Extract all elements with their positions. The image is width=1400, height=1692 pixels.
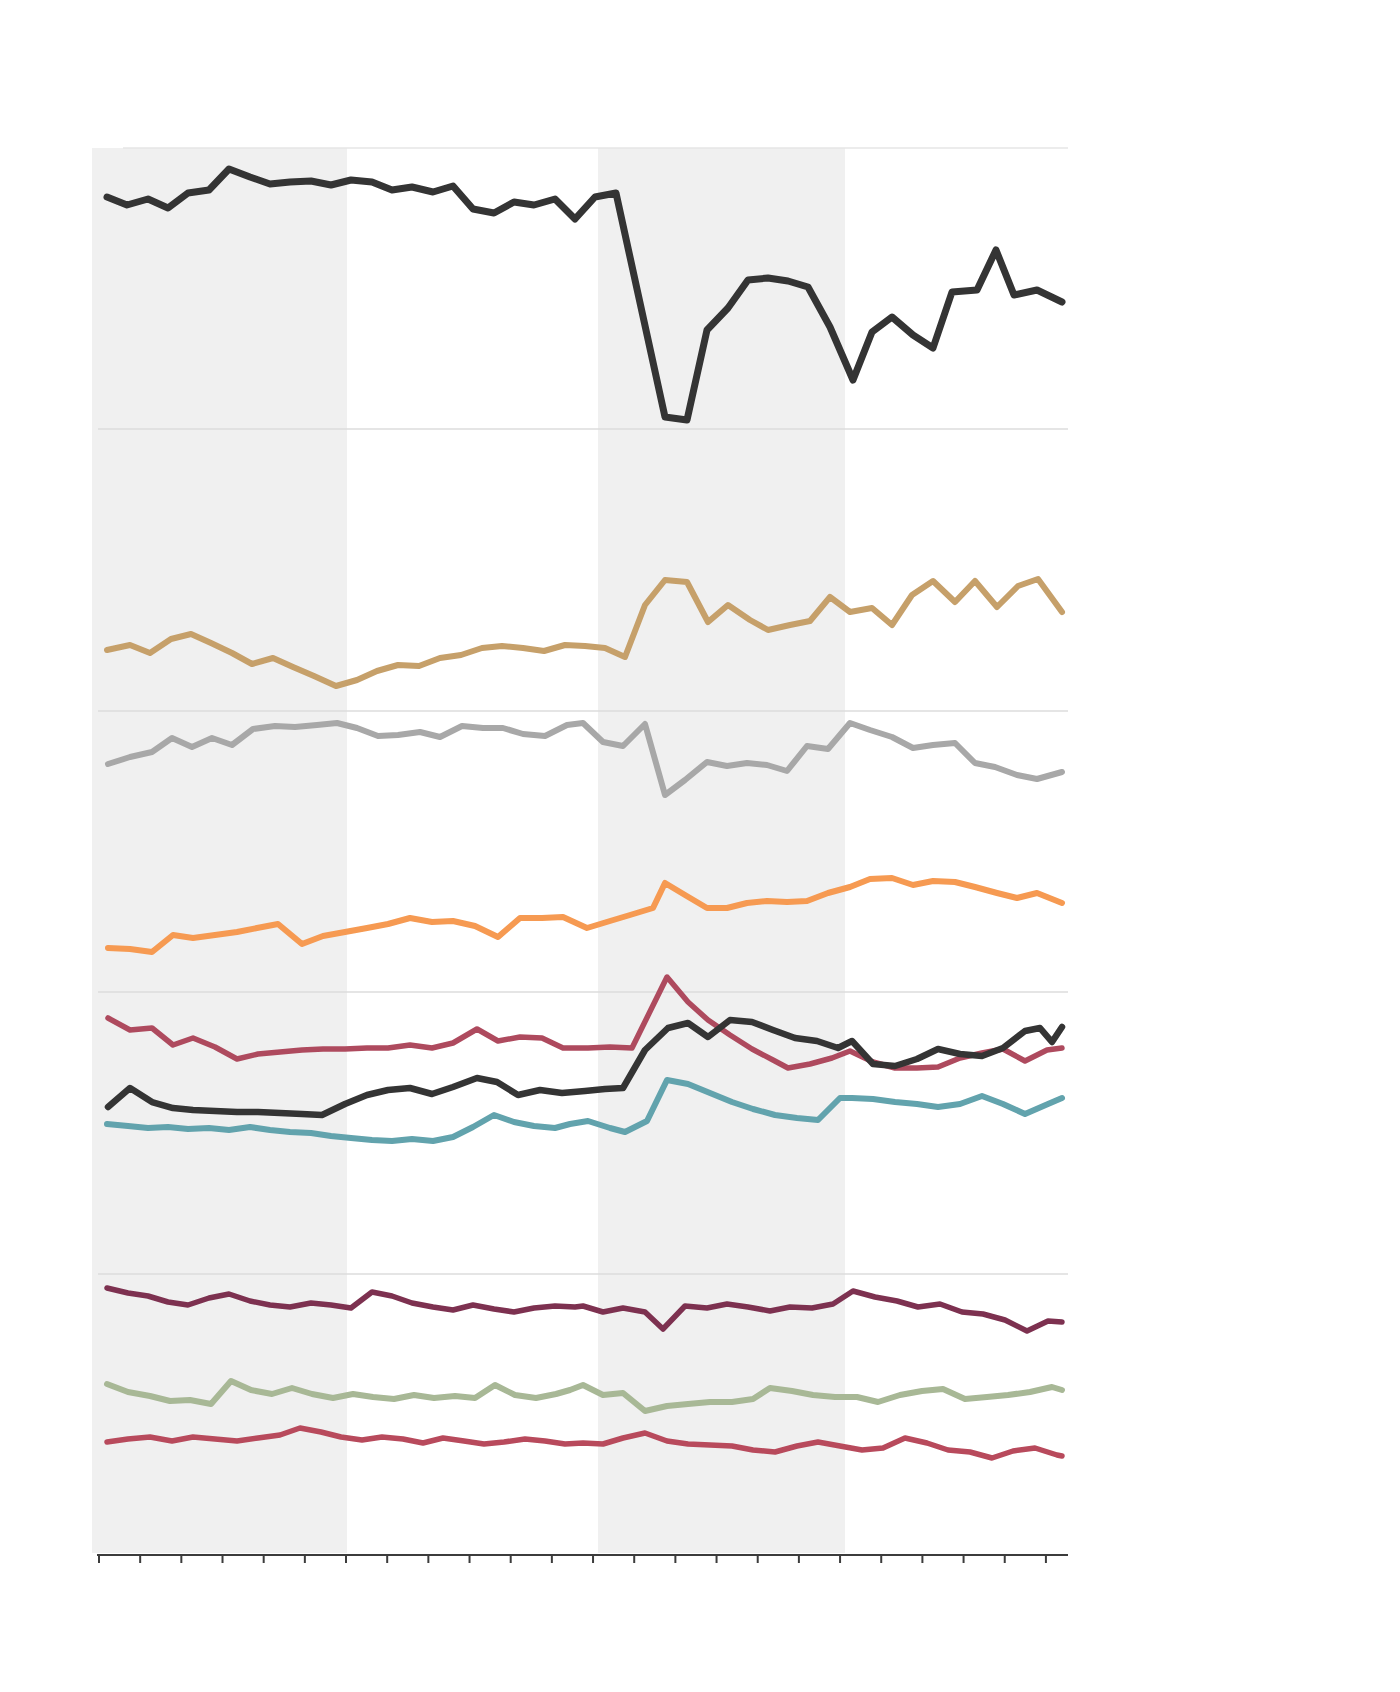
shaded-period-band xyxy=(598,148,845,1553)
shaded-period-band xyxy=(92,148,347,1553)
multi-series-line-chart xyxy=(0,0,1400,1692)
chart-page xyxy=(0,0,1400,1692)
